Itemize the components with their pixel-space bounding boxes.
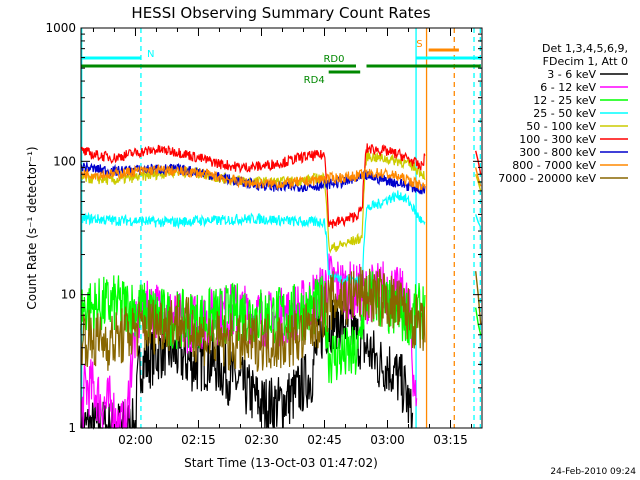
- x-tick-label: 02:00: [118, 433, 153, 447]
- x-tick-label: 03:15: [433, 433, 468, 447]
- plot-area: N S RD0 RD4: [80, 28, 482, 430]
- legend-entry-label: 50 - 100 keV: [526, 120, 596, 133]
- x-axis-label: Start Time (13-Oct-03 01:47:02): [184, 456, 378, 470]
- legend-entry-label: 3 - 6 keV: [547, 68, 596, 81]
- series-line-5: [80, 143, 426, 229]
- status-bar-label-5: RD4: [304, 75, 325, 86]
- legend-header-line: Det 1,3,4,5,6,9,: [542, 42, 628, 55]
- legend-entry-label: 25 - 50 keV: [533, 107, 596, 120]
- status-bar-label-0: N: [147, 49, 154, 60]
- x-tick-label: 02:15: [181, 433, 216, 447]
- legend-entry-label: 800 - 7000 keV: [512, 159, 596, 172]
- legend: Det 1,3,4,5,6,9,FDecim 1, Att 03 - 6 keV…: [498, 42, 628, 185]
- after-gap-line-3: [475, 214, 482, 228]
- x-tick-label: 02:45: [307, 433, 342, 447]
- legend-header-line: FDecim 1, Att 0: [543, 55, 628, 68]
- x-tick-label: 03:00: [370, 433, 405, 447]
- series-line-8: [80, 266, 426, 372]
- y-tick-label: 100: [53, 154, 76, 168]
- x-tick-label: 02:30: [244, 433, 279, 447]
- status-bar-label-3: RD0: [323, 54, 344, 65]
- y-tick-label: 1: [68, 421, 76, 435]
- legend-entry-label: 100 - 300 keV: [519, 133, 596, 146]
- series-line-7: [80, 164, 426, 191]
- legend-entry-label: 12 - 25 keV: [533, 94, 596, 107]
- series-line-3: [80, 190, 426, 287]
- footer-date: 24-Feb-2010 09:24: [550, 467, 636, 477]
- chart-title: HESSI Observing Summary Count Rates: [131, 4, 430, 22]
- y-tick-label: 10: [61, 288, 76, 302]
- plot-frame: [80, 27, 483, 429]
- status-bar-label-2: S: [416, 39, 422, 50]
- legend-entry-label: 300 - 800 keV: [519, 146, 596, 159]
- legend-entry-label: 7000 - 20000 keV: [498, 172, 596, 185]
- y-tick-label: 1000: [45, 21, 76, 35]
- axes: 1 10 100 1000 02:00 02:15 02:30 02:45 03:00 03:15: [45, 21, 482, 447]
- after-gap-line-1: [475, 167, 482, 187]
- legend-entry-label: 6 - 12 keV: [540, 81, 596, 94]
- y-axis-label: Count Rate (s⁻¹ detector⁻¹): [25, 146, 39, 309]
